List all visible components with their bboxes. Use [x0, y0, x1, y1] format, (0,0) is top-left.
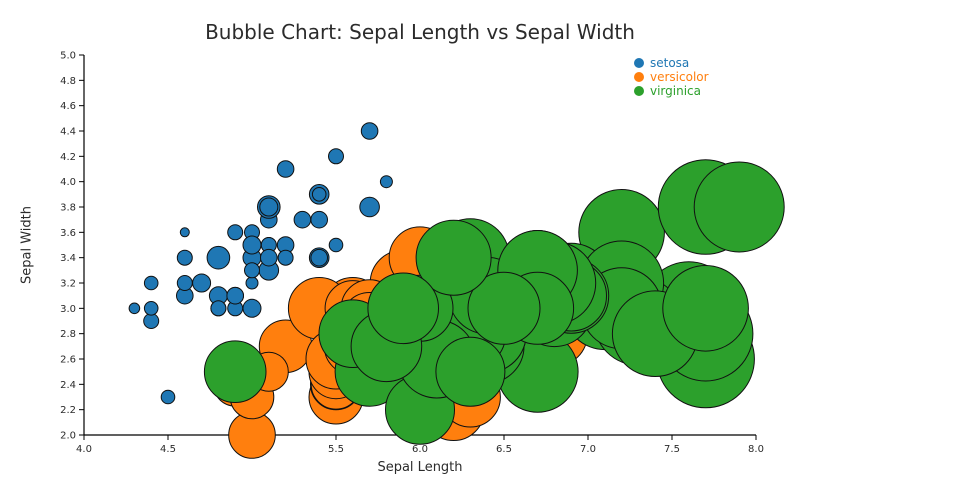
bubble-setosa[interactable] [210, 300, 227, 317]
bubble-virginica[interactable] [467, 271, 541, 345]
bubble-setosa[interactable] [276, 160, 295, 178]
bubble-virginica[interactable] [693, 161, 785, 253]
bubble-setosa[interactable] [328, 237, 344, 253]
bubble-setosa[interactable] [128, 302, 141, 315]
y-axis-label: Sepal Width [19, 206, 35, 284]
bubble-setosa[interactable] [244, 262, 260, 279]
x-tick-label: 5.5 [328, 444, 344, 455]
bubble-setosa[interactable] [379, 175, 393, 189]
bubble-setosa[interactable] [242, 298, 262, 318]
x-tick-label: 6.5 [496, 444, 512, 455]
bubble-setosa[interactable] [143, 275, 159, 291]
bubble-setosa[interactable] [179, 227, 190, 238]
chart-title: Bubble Chart: Sepal Length vs Sepal Widt… [205, 20, 635, 44]
x-tick-label: 7.0 [580, 444, 596, 455]
bubble-setosa[interactable] [293, 210, 312, 229]
bubble-setosa[interactable] [143, 313, 160, 329]
bubble-setosa[interactable] [277, 249, 294, 266]
bubble-setosa[interactable] [226, 286, 244, 305]
bubble-setosa[interactable] [242, 235, 262, 255]
bubble-setosa[interactable] [176, 275, 193, 291]
x-tick-label: 4.5 [160, 444, 176, 455]
bubble-setosa[interactable] [310, 210, 329, 229]
y-tick-label: 2.6 [60, 355, 76, 366]
y-tick-label: 4.2 [60, 152, 76, 163]
bubble-setosa[interactable] [260, 248, 278, 267]
y-tick-label: 3.8 [60, 203, 76, 214]
bubble-setosa[interactable] [360, 122, 379, 140]
x-tick-label: 4.0 [76, 444, 92, 455]
legend-item-versicolor[interactable]: versicolor [634, 70, 709, 84]
bubble-setosa[interactable] [245, 276, 259, 290]
bubble-setosa[interactable] [143, 301, 159, 316]
y-tick-label: 4.0 [60, 177, 76, 188]
legend-label-1: versicolor [650, 70, 709, 84]
bubble-setosa[interactable] [259, 197, 279, 217]
y-tick-label: 3.4 [60, 253, 76, 264]
x-tick-label: 8.0 [748, 444, 764, 455]
bubble-setosa[interactable] [328, 148, 344, 165]
y-tick-label: 4.4 [60, 127, 76, 138]
bubble-virginica[interactable] [415, 219, 492, 296]
y-tick-label: 4.6 [60, 101, 76, 112]
y-tick-label: 4.8 [60, 76, 76, 87]
legend-label-2: virginica [650, 84, 701, 98]
bubble-setosa[interactable] [160, 389, 176, 405]
legend-label-0: setosa [650, 56, 690, 70]
legend-dot-0 [634, 58, 644, 68]
y-tick-label: 2.2 [60, 405, 76, 416]
legend-dot-1 [634, 72, 644, 82]
bubble-virginica[interactable] [367, 272, 440, 345]
legend: setosa versicolor virginica [634, 56, 709, 98]
bubble-setosa[interactable] [359, 196, 380, 218]
bubble-setosa[interactable] [176, 249, 193, 266]
y-tick-label: 2.8 [60, 329, 76, 340]
bubble-virginica[interactable] [435, 336, 506, 407]
bubble-virginica[interactable] [203, 340, 267, 404]
legend-item-setosa[interactable]: setosa [634, 56, 709, 70]
bubble-setosa[interactable] [311, 187, 327, 202]
x-axis-label: Sepal Length [377, 460, 463, 475]
y-tick-label: 5.0 [60, 51, 76, 62]
bubble-virginica[interactable] [662, 265, 749, 352]
y-tick-label: 2.4 [60, 380, 76, 391]
legend-dot-2 [634, 86, 644, 96]
x-tick-label: 7.5 [664, 444, 680, 455]
x-tick-label: 6.0 [412, 444, 428, 455]
bubble-setosa[interactable] [227, 224, 244, 241]
bubble-setosa[interactable] [192, 273, 212, 293]
bubble-setosa[interactable] [310, 248, 329, 267]
y-tick-label: 3.2 [60, 279, 76, 290]
legend-item-virginica[interactable]: virginica [634, 84, 709, 98]
y-tick-label: 3.6 [60, 228, 76, 239]
y-tick-label: 2.0 [60, 431, 76, 442]
bubble-setosa[interactable] [206, 245, 231, 270]
y-tick-label: 3.0 [60, 304, 76, 315]
